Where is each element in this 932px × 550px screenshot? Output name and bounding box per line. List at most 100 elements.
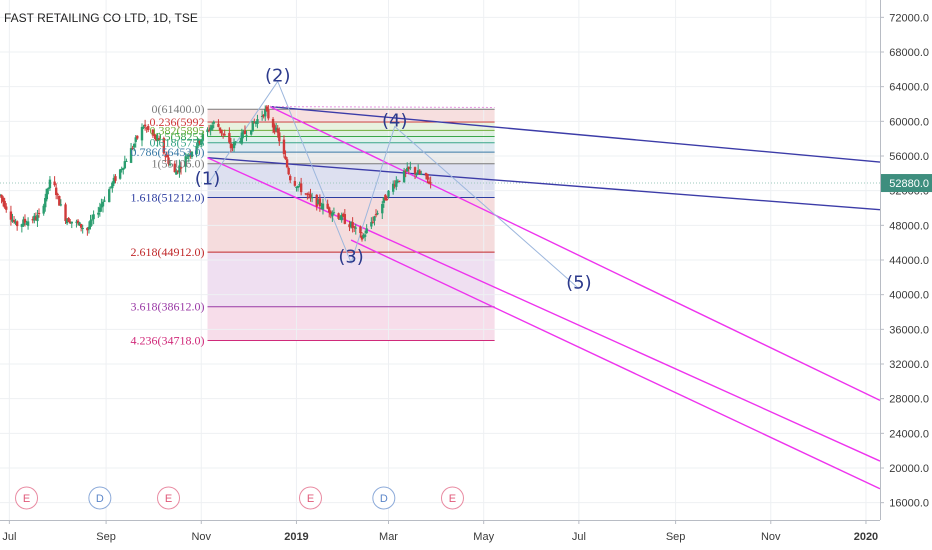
- candle-body: [416, 170, 420, 174]
- fib-band: [207, 130, 495, 137]
- event-badge-label: D: [96, 493, 104, 505]
- candle-body: [176, 170, 180, 173]
- candle-body: [118, 169, 122, 179]
- candle-body: [391, 183, 395, 192]
- candle-body: [97, 212, 100, 215]
- candle-body: [98, 207, 102, 212]
- elliott-wave-label: (2): [265, 65, 291, 86]
- fib-level-label: 4.236(34718.0): [131, 333, 205, 347]
- event-marker-dividend[interactable]: D: [88, 486, 112, 510]
- candle-body: [25, 223, 28, 225]
- candle-body: [132, 143, 136, 148]
- candle-body: [20, 224, 24, 227]
- candle-body: [338, 218, 342, 220]
- candle-body: [427, 181, 431, 184]
- candle-body: [295, 186, 298, 188]
- time-tick-label: 2019: [284, 531, 308, 543]
- candle-body: [11, 219, 14, 222]
- event-marker-earnings[interactable]: E: [15, 486, 39, 510]
- candle-body: [31, 219, 34, 221]
- price-tick-label: 36000.0: [889, 324, 929, 336]
- event-marker-earnings[interactable]: E: [157, 486, 181, 510]
- event-badge: [15, 486, 39, 510]
- candle-body: [326, 203, 329, 209]
- candle-body: [123, 161, 127, 169]
- candle-body: [198, 140, 201, 144]
- candle-body: [363, 234, 367, 237]
- candle-body: [239, 141, 242, 143]
- candle-body: [23, 218, 27, 223]
- last-price-label: 52880.0: [889, 178, 929, 190]
- candle-body: [196, 138, 200, 146]
- candle-body: [9, 211, 13, 220]
- candle-body: [223, 134, 226, 136]
- candle-body: [5, 206, 8, 210]
- candle-body: [354, 227, 357, 229]
- candle-body: [271, 118, 275, 128]
- price-tick-label: 20000.0: [889, 463, 929, 475]
- candle-body: [86, 227, 89, 231]
- event-marker-earnings[interactable]: E: [440, 486, 464, 510]
- price-tick-label: 28000.0: [889, 394, 929, 406]
- candle-body: [209, 127, 212, 131]
- time-axis-bg: [0, 520, 932, 550]
- candle-body: [278, 132, 281, 142]
- candle-body: [317, 199, 320, 205]
- candle-body: [256, 119, 259, 124]
- candle-body: [373, 216, 376, 221]
- event-marker-earnings[interactable]: E: [298, 486, 322, 510]
- candle-body: [370, 222, 373, 227]
- candle-body: [245, 135, 248, 137]
- candle-body: [162, 138, 166, 154]
- trend-line-magenta: [269, 105, 881, 402]
- candle-body: [393, 184, 396, 186]
- trend-line-magenta: [350, 239, 881, 490]
- candle-body: [92, 214, 95, 220]
- fib-level-label: 0(61400.0): [152, 102, 205, 116]
- candle-body: [1, 197, 5, 202]
- time-tick-label: Mar: [379, 531, 398, 543]
- event-badge-label: E: [165, 493, 172, 505]
- candle-body: [415, 173, 418, 176]
- candle-body: [179, 167, 183, 169]
- candle-body: [413, 167, 417, 174]
- fib-level-label: 0.236(5992: [150, 115, 205, 129]
- price-tick-label: 60000.0: [889, 116, 929, 128]
- candle-body: [298, 184, 301, 186]
- candle-body: [332, 212, 336, 214]
- candle-body: [409, 167, 412, 169]
- candle-body: [156, 137, 159, 142]
- candle-body: [151, 129, 155, 136]
- candle-body: [382, 197, 386, 203]
- event-badge: [157, 486, 181, 510]
- time-axis[interactable]: Jul Sep Nov 2019 Mar May Jul Sep Nov 2020: [0, 520, 932, 550]
- price-axis[interactable]: 72000.068000.064000.060000.056000.052000…: [880, 0, 932, 550]
- candle-body: [351, 222, 354, 228]
- candle-body: [0, 194, 3, 198]
- candle-body: [184, 156, 187, 167]
- candle-body: [376, 213, 379, 215]
- candle-body: [384, 194, 387, 201]
- candle-body: [112, 177, 116, 184]
- candle-body: [293, 181, 297, 186]
- price-tick-label: 16000.0: [889, 498, 929, 510]
- candle-body: [70, 221, 73, 224]
- candle-body: [154, 135, 158, 141]
- candle-body: [304, 193, 308, 195]
- candle-body: [79, 223, 83, 228]
- candle-body: [153, 133, 156, 136]
- candle-body: [14, 221, 17, 224]
- candle-body: [157, 138, 161, 141]
- candle-body: [34, 216, 38, 220]
- candle-body: [103, 200, 106, 202]
- candle-body: [254, 121, 258, 124]
- event-marker-dividend[interactable]: D: [372, 486, 396, 510]
- candle-body: [189, 154, 192, 156]
- candle-body: [287, 168, 290, 175]
- candle-body: [240, 132, 244, 144]
- candle-body: [89, 220, 92, 228]
- candle-body: [45, 188, 49, 200]
- candle-body: [234, 141, 237, 143]
